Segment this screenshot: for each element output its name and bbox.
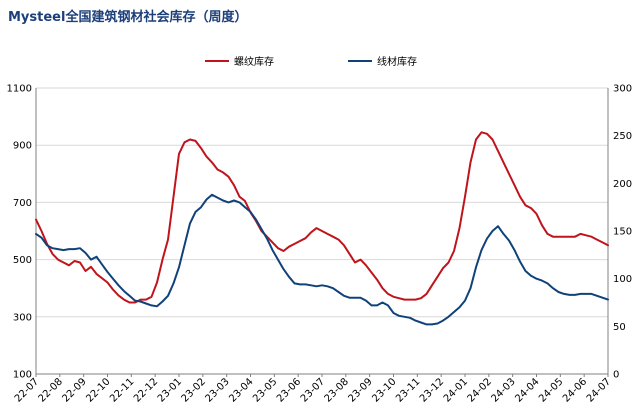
x-tick-label: 22-09 (60, 376, 88, 404)
left-y-axis: 100 300 500 700 900 1100 (7, 84, 32, 381)
x-tick-label: 23-06 (275, 376, 303, 404)
left-tick-label: 300 (13, 312, 32, 323)
left-tick-label: 100 (13, 370, 32, 381)
x-tick-label: 23-02 (180, 376, 208, 404)
x-tick-label: 22-07 (13, 376, 41, 404)
x-tick-label: 24-01 (442, 376, 470, 404)
x-tick-label: 24-07 (585, 376, 613, 404)
x-tick-label: 24-02 (466, 376, 494, 404)
right-tick-label: 50 (613, 322, 626, 333)
left-tick-label: 1100 (7, 84, 32, 95)
x-axis: 22-0722-0822-0922-1022-1122-1223-0123-02… (13, 374, 613, 405)
x-tick-label: 24-04 (513, 376, 541, 404)
series-layer (35, 131, 609, 326)
left-tick-label: 700 (13, 198, 32, 209)
right-tick-label: 0 (613, 370, 619, 381)
x-tick-label: 23-07 (299, 376, 327, 404)
x-tick-label: 24-03 (489, 376, 517, 404)
x-tick-label: 22-10 (84, 376, 112, 404)
left-tick-label: 900 (13, 141, 32, 152)
x-tick-label: 24-06 (561, 376, 589, 404)
x-tick-label: 23-01 (156, 376, 184, 404)
x-tick-label: 23-08 (323, 376, 351, 404)
x-tick-label: 23-12 (418, 376, 446, 404)
x-tick-label: 23-03 (203, 376, 231, 404)
right-tick-label: 300 (613, 84, 632, 95)
series-line-rebar (35, 131, 609, 304)
gridlines (36, 87, 608, 318)
legend: 螺纹库存 线材库存 (205, 55, 417, 68)
right-tick-label: 150 (613, 227, 632, 238)
x-tick-label: 22-12 (132, 376, 160, 404)
legend-label-rebar: 螺纹库存 (234, 55, 274, 68)
legend-label-wirerod: 线材库存 (377, 55, 417, 68)
chart-title: Mysteel全国建筑钢材社会库存（周度） (8, 10, 248, 25)
x-tick-label: 23-11 (394, 376, 422, 404)
x-tick-label: 24-05 (537, 376, 565, 404)
right-tick-label: 100 (613, 274, 632, 285)
right-tick-label: 250 (613, 131, 632, 142)
x-tick-label: 23-05 (251, 376, 279, 404)
x-tick-label: 23-04 (227, 376, 255, 404)
left-tick-label: 500 (13, 255, 32, 266)
right-tick-label: 200 (613, 179, 632, 190)
x-tick-label: 23-09 (346, 376, 374, 404)
x-tick-label: 22-11 (108, 376, 136, 404)
x-tick-label: 23-10 (370, 376, 398, 404)
x-tick-label: 22-08 (37, 376, 65, 404)
series-line-wirerod (35, 193, 609, 326)
right-y-axis: 0 50 100 150 200 250 300 (613, 84, 632, 381)
